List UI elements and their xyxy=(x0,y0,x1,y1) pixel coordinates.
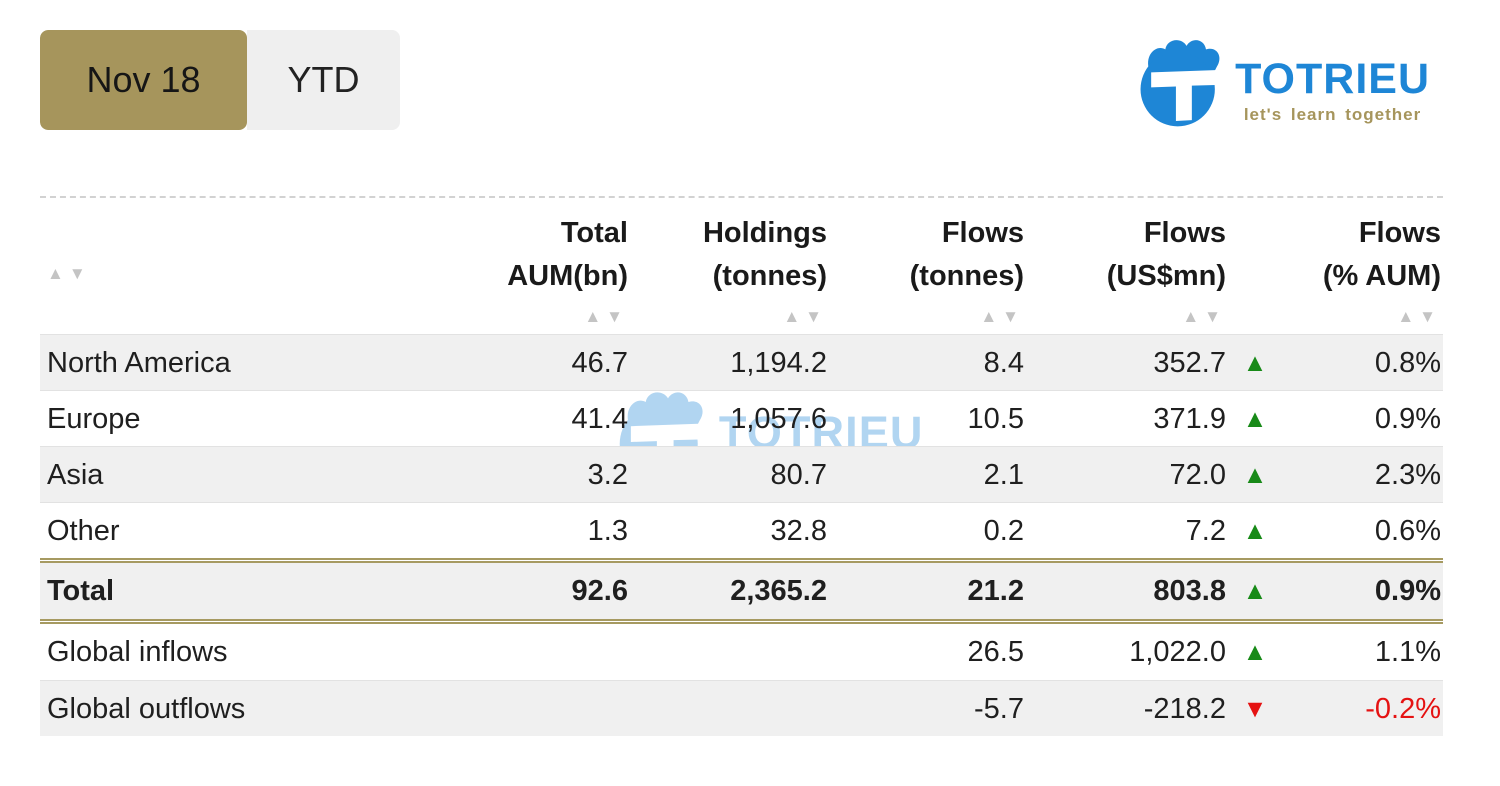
holdings-value: 2,365.2 xyxy=(730,574,827,607)
column-title-line2: (tonnes) xyxy=(712,260,827,292)
table-row-north-america: North America 46.7 1,194.2 8.4 352.7 ▲ 0… xyxy=(40,334,1443,390)
gold-etf-flows-table: ▲▼ Total AUM(bn) ▲▼ Holdings (tonnes) ▲▼… xyxy=(40,196,1443,736)
flows-usd-value: 72.0 xyxy=(1169,458,1226,491)
sort-asc-icon[interactable]: ▲ xyxy=(1182,307,1205,326)
sort-asc-icon[interactable]: ▲ xyxy=(1397,307,1420,326)
table-row-asia: Asia 3.2 80.7 2.1 72.0 ▲ 2.3% xyxy=(40,446,1443,502)
column-header-region: ▲▼ xyxy=(40,255,400,291)
flows-pct-value: 2.3% xyxy=(1374,458,1441,491)
total-aum-value: 3.2 xyxy=(587,458,628,491)
total-aum-value: 1.3 xyxy=(587,514,628,547)
flows-tonnes-value: 8.4 xyxy=(983,346,1024,379)
trend-arrow-icon: ▲ xyxy=(1242,638,1268,666)
column-header-flows-pct: Flows (% AUM) ▲▼ xyxy=(1280,212,1443,334)
holdings-value: 1,194.2 xyxy=(730,346,827,379)
flows-usd-value: 7.2 xyxy=(1185,514,1226,547)
sort-control-region[interactable]: ▲▼ xyxy=(47,257,91,291)
tab-ytd[interactable]: YTD xyxy=(247,30,400,130)
trend-arrow-icon: ▲ xyxy=(1242,577,1268,605)
table-row-other: Other 1.3 32.8 0.2 7.2 ▲ 0.6% xyxy=(40,502,1443,558)
table-row-global-inflows: Global inflows 26.5 1,022.0 ▲ 1.1% xyxy=(40,624,1443,680)
column-header-holdings: Holdings (tonnes) ▲▼ xyxy=(628,212,827,334)
flows-usd-value: 352.7 xyxy=(1153,346,1226,379)
flows-tonnes-value: 0.2 xyxy=(983,514,1024,547)
column-title-line1: Flows xyxy=(1143,217,1226,249)
sort-control-flows-tonnes[interactable]: ▲▼ xyxy=(980,300,1024,334)
table-row-total: Total 92.6 2,365.2 21.2 803.8 ▲ 0.9% xyxy=(40,563,1443,619)
holdings-value: 32.8 xyxy=(770,514,827,547)
sort-asc-icon[interactable]: ▲ xyxy=(584,307,607,326)
trend-arrow-icon: ▲ xyxy=(1242,349,1268,377)
sort-desc-icon[interactable]: ▼ xyxy=(606,307,628,326)
sort-desc-icon[interactable]: ▼ xyxy=(68,264,91,283)
flows-pct-value: 0.9% xyxy=(1374,574,1441,607)
trend-arrow-icon: ▲ xyxy=(1242,405,1268,433)
flows-pct-value: -0.2% xyxy=(1365,692,1441,725)
flows-usd-value: 1,022.0 xyxy=(1129,635,1226,668)
column-header-flows-tonnes: Flows (tonnes) ▲▼ xyxy=(827,212,1024,334)
trend-arrow-icon: ▲ xyxy=(1242,517,1268,545)
total-aum-value: 46.7 xyxy=(571,346,628,379)
flows-tonnes-value: 10.5 xyxy=(967,402,1024,435)
sort-desc-icon[interactable]: ▼ xyxy=(1204,307,1226,326)
flows-tonnes-value: -5.7 xyxy=(974,692,1024,725)
flows-usd-value: 803.8 xyxy=(1153,574,1226,607)
sort-desc-icon[interactable]: ▼ xyxy=(1002,307,1024,326)
sort-asc-icon[interactable]: ▲ xyxy=(980,307,1003,326)
total-aum-value: 92.6 xyxy=(571,574,628,607)
column-header-flows-usd: Flows (US$mn) ▲▼ xyxy=(1024,212,1226,334)
sort-control-holdings[interactable]: ▲▼ xyxy=(783,300,827,334)
table-row-global-outflows: Global outflows -5.7 -218.2 ▼ -0.2% xyxy=(40,680,1443,736)
region-label: Total xyxy=(47,574,115,607)
sort-control-flows-usd[interactable]: ▲▼ xyxy=(1182,300,1226,334)
flows-pct-value: 0.6% xyxy=(1374,514,1441,547)
column-title-line1: Flows xyxy=(941,217,1024,249)
trend-arrow-icon: ▼ xyxy=(1242,695,1268,723)
flows-tonnes-value: 26.5 xyxy=(967,635,1024,668)
flows-tonnes-value: 2.1 xyxy=(983,458,1024,491)
flows-pct-value: 1.1% xyxy=(1374,635,1441,668)
totrieu-logo: TOTRIEU let's learn together xyxy=(1137,36,1430,130)
tab-nov-18[interactable]: Nov 18 xyxy=(40,30,247,130)
column-title-line1: Flows xyxy=(1358,217,1441,249)
totrieu-logo-icon xyxy=(1140,40,1226,127)
total-row-bottom-divider xyxy=(40,619,1443,624)
total-row-top-divider xyxy=(40,558,1443,563)
flows-usd-value: -218.2 xyxy=(1143,692,1226,725)
table-row-europe: Europe 41.4 1,057.6 10.5 371.9 ▲ 0.9% xyxy=(40,390,1443,446)
sort-desc-icon[interactable]: ▼ xyxy=(805,307,827,326)
holdings-value: 80.7 xyxy=(770,458,827,491)
brand-tagline: let's learn together xyxy=(1243,105,1422,124)
column-title-line1: Holdings xyxy=(702,217,827,249)
column-title-line1: Total xyxy=(560,217,628,249)
flows-tonnes-value: 21.2 xyxy=(967,574,1024,607)
brand-wordmark: TOTRIEU xyxy=(1235,55,1430,103)
region-label: Asia xyxy=(47,458,104,491)
flows-usd-value: 371.9 xyxy=(1153,402,1226,435)
column-title-line2: (% AUM) xyxy=(1322,260,1441,292)
column-title-line2: AUM(bn) xyxy=(507,260,628,292)
sort-desc-icon[interactable]: ▼ xyxy=(1419,307,1441,326)
period-tab-group: Nov 18 YTD xyxy=(40,30,400,130)
region-label: North America xyxy=(47,346,231,379)
holdings-value: 1,057.6 xyxy=(730,402,827,435)
sort-asc-icon[interactable]: ▲ xyxy=(47,264,69,283)
region-label: Other xyxy=(47,514,120,547)
column-header-total-aum: Total AUM(bn) ▲▼ xyxy=(400,212,628,334)
sort-control-total-aum[interactable]: ▲▼ xyxy=(584,300,628,334)
sort-asc-icon[interactable]: ▲ xyxy=(783,307,806,326)
region-label: Global inflows xyxy=(47,635,228,668)
total-aum-value: 41.4 xyxy=(571,402,628,435)
region-label: Europe xyxy=(47,402,141,435)
region-label: Global outflows xyxy=(47,692,246,725)
column-title-line2: (US$mn) xyxy=(1106,260,1226,292)
flows-pct-value: 0.9% xyxy=(1374,402,1441,435)
sort-control-flows-pct[interactable]: ▲▼ xyxy=(1397,300,1441,334)
column-title-line2: (tonnes) xyxy=(909,260,1024,292)
trend-arrow-icon: ▲ xyxy=(1242,461,1268,489)
table-header-row: ▲▼ Total AUM(bn) ▲▼ Holdings (tonnes) ▲▼… xyxy=(40,198,1443,334)
flows-pct-value: 0.8% xyxy=(1374,346,1441,379)
